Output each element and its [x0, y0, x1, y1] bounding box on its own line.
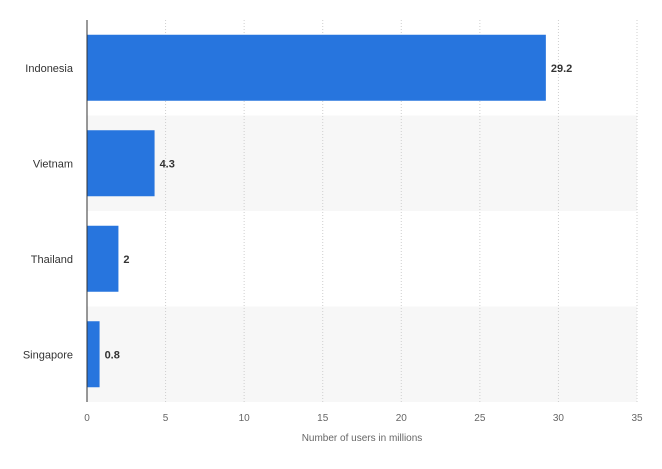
x-tick-label: 20 [396, 413, 408, 424]
value-label-thailand: 2 [123, 254, 129, 266]
row-band [87, 306, 637, 402]
x-tick-label: 0 [84, 413, 90, 424]
x-tick-label: 5 [163, 413, 169, 424]
value-label-vietnam: 4.3 [160, 158, 175, 170]
category-label-vietnam: Vietnam [33, 158, 73, 170]
bar-thailand [87, 225, 119, 292]
x-tick-label: 35 [631, 413, 643, 424]
category-label-thailand: Thailand [31, 254, 73, 266]
bar-vietnam [87, 130, 155, 197]
bars [87, 34, 546, 388]
value-label-singapore: 0.8 [105, 349, 120, 361]
category-label-singapore: Singapore [23, 349, 73, 361]
category-labels: Indonesia Vietnam Thailand Singapore [23, 63, 74, 362]
x-tick-label: 25 [474, 413, 486, 424]
row-band [87, 115, 637, 211]
row-bands [87, 115, 637, 402]
x-tick-label: 10 [239, 413, 251, 424]
x-axis-title: Number of users in millions [302, 433, 423, 444]
x-tick-labels: 0 5 10 15 20 25 30 35 [84, 413, 643, 424]
bar-singapore [87, 321, 100, 388]
x-tick-label: 15 [317, 413, 329, 424]
value-labels: 29.2 4.3 2 0.8 [105, 63, 573, 362]
x-tick-label: 30 [553, 413, 565, 424]
category-label-indonesia: Indonesia [25, 63, 74, 75]
bar-indonesia [87, 34, 546, 101]
value-label-indonesia: 29.2 [551, 63, 572, 75]
